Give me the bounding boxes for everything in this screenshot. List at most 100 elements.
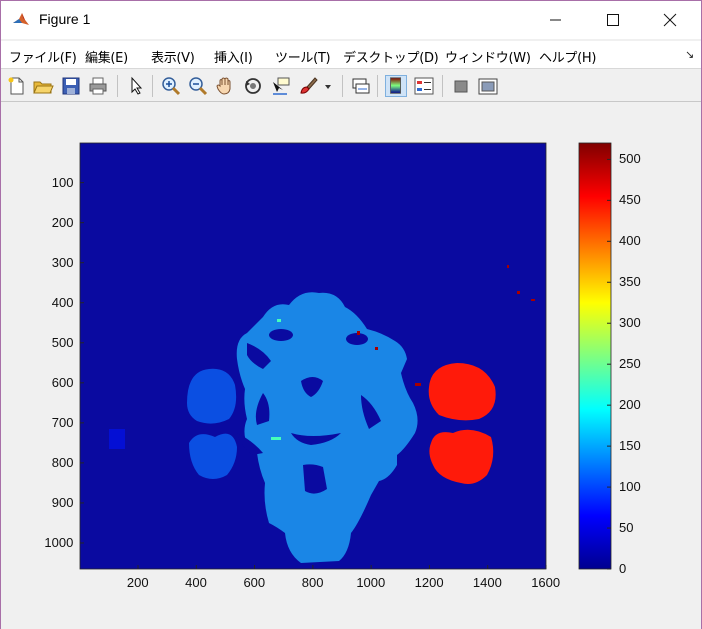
y-tick-label: 900	[51, 494, 74, 510]
menu-insert[interactable]: 挿入(I)	[214, 51, 253, 66]
minimize-icon	[550, 19, 561, 21]
zoom-out-button[interactable]	[187, 75, 209, 97]
link-plot-button[interactable]	[350, 75, 372, 97]
hide-plot-tools-icon	[454, 80, 468, 93]
figure-toolbar	[1, 70, 701, 102]
zoom-in-icon	[162, 77, 181, 96]
colorbar-tick-label: 100	[619, 479, 641, 495]
colorbar-tick-label: 450	[619, 192, 641, 208]
data-cursor-button[interactable]	[269, 75, 291, 97]
window-title: Figure 1	[39, 11, 91, 27]
insert-colorbar-icon	[390, 77, 401, 94]
menu-view[interactable]: 表示(V)	[151, 51, 195, 66]
colorbar-tick-label: 350	[619, 274, 641, 290]
pan-hand-icon	[216, 77, 231, 95]
select-pointer-button[interactable]	[125, 75, 147, 97]
insert-colorbar-button[interactable]	[385, 75, 407, 97]
matlab-app-icon	[13, 13, 29, 25]
toolbar-separator	[442, 75, 443, 97]
data-cursor-icon	[273, 77, 290, 95]
zoom-in-button[interactable]	[160, 75, 182, 97]
x-tick-label: 200	[126, 575, 149, 590]
colorbar-tick-label: 0	[619, 561, 627, 576]
x-tick-label: 1200	[414, 575, 444, 590]
colorbar-tick-label: 150	[619, 438, 641, 454]
toolbar-separator	[377, 75, 378, 97]
minimize-button[interactable]	[533, 1, 579, 39]
y-tick-label: 800	[51, 454, 74, 470]
brush-icon	[300, 77, 318, 94]
x-tick-label: 1600	[531, 575, 561, 590]
y-tick-label: 600	[51, 374, 74, 390]
x-tick-label: 800	[301, 575, 324, 590]
bright-specks	[357, 265, 535, 386]
brush-dropdown-icon	[325, 85, 331, 89]
hide-plot-tools-button[interactable]	[450, 75, 472, 97]
figure-canvas: 200 400 600 800 1000 1200 1400 1600 100 …	[1, 103, 701, 629]
right-ear-upper-lobe	[428, 363, 496, 421]
face-dark-features	[237, 329, 381, 494]
heatmap-plot[interactable]	[1, 103, 701, 629]
menu-tools[interactable]: ツール(T)	[275, 51, 331, 66]
link-plot-icon	[352, 78, 370, 94]
insert-legend-icon	[414, 77, 434, 95]
menu-overflow-arrow[interactable]: ↘	[685, 48, 695, 61]
print-icon	[89, 77, 107, 95]
y-tick-label: 500	[51, 334, 74, 350]
close-icon	[663, 13, 677, 27]
select-pointer-icon	[131, 76, 143, 95]
new-figure-button[interactable]	[6, 75, 28, 97]
show-plot-tools-button[interactable]	[477, 75, 499, 97]
x-axis-tick-marks	[137, 565, 547, 569]
toolbar-separator	[117, 75, 118, 97]
close-button[interactable]	[647, 1, 693, 39]
colorbar-tick-label: 200	[619, 397, 641, 413]
green-specks	[271, 319, 281, 440]
rotate-3d-button[interactable]	[242, 75, 264, 97]
y-tick-label: 300	[51, 254, 74, 270]
title-bar[interactable]: Figure 1	[1, 1, 701, 39]
brush-dropdown-button[interactable]	[322, 75, 334, 97]
left-ear-upper-lobe	[187, 368, 237, 424]
menu-help[interactable]: ヘルプ(H)	[539, 51, 597, 66]
new-figure-icon	[8, 77, 24, 95]
show-plot-tools-icon	[478, 78, 498, 95]
colorbar-tick-label: 50	[619, 520, 634, 536]
save-button[interactable]	[60, 75, 82, 97]
insert-legend-button[interactable]	[413, 75, 435, 97]
brush-button[interactable]	[297, 75, 319, 97]
open-file-button[interactable]	[32, 75, 54, 97]
toolbar-separator	[152, 75, 153, 97]
colorbar-tick-label: 250	[619, 356, 641, 372]
y-tick-label: 100	[51, 174, 74, 190]
x-tick-label: 1400	[472, 575, 502, 590]
x-tick-label: 600	[243, 575, 266, 590]
heatmap-image	[80, 143, 546, 569]
zoom-out-icon	[189, 77, 208, 96]
menu-file[interactable]: ファイル(F)	[9, 51, 77, 66]
open-file-icon	[33, 81, 54, 94]
rotate-3d-icon	[245, 78, 261, 94]
y-tick-label: 700	[51, 414, 74, 430]
y-axis-tick-marks	[80, 182, 84, 544]
menu-desktop[interactable]: デスクトップ(D)	[343, 51, 439, 66]
maximize-button[interactable]	[590, 1, 636, 39]
colorbar-tick-marks	[607, 158, 611, 570]
menu-edit[interactable]: 編集(E)	[85, 51, 128, 66]
x-tick-label: 1000	[356, 575, 386, 590]
colorbar-tick-label: 500	[619, 151, 641, 167]
menu-bar: ファイル(F) 編集(E) 表示(V) 挿入(I) ツール(T) デスクトップ(…	[1, 41, 701, 69]
colorbar[interactable]	[578, 142, 612, 570]
colorbar-tick-label: 400	[619, 233, 641, 249]
left-ear-lower-lobe	[189, 433, 237, 479]
print-button[interactable]	[87, 75, 109, 97]
pan-button[interactable]	[214, 75, 236, 97]
noise-speck-cluster	[109, 429, 125, 449]
y-tick-label: 1000	[44, 534, 74, 550]
face-region	[236, 292, 418, 563]
x-tick-label: 400	[185, 575, 207, 590]
y-tick-label: 200	[51, 214, 74, 230]
maximize-icon	[607, 14, 619, 26]
menu-window[interactable]: ウィンドウ(W)	[445, 51, 531, 66]
